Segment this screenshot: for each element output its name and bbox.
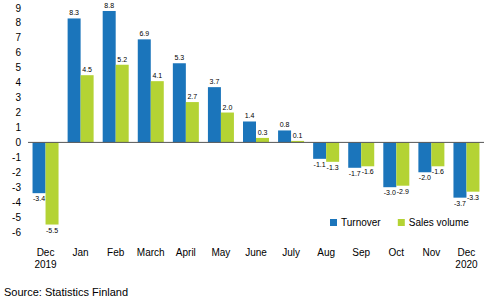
data-label: -3.4 — [33, 195, 45, 202]
bar — [396, 142, 409, 185]
bar — [278, 130, 291, 142]
zero-line — [28, 142, 484, 143]
data-label: 4.1 — [152, 72, 162, 79]
y-tick-label: 4 — [15, 77, 21, 88]
bar — [361, 142, 374, 166]
y-tick-label: -2 — [12, 167, 21, 178]
data-label: 8.3 — [69, 9, 79, 16]
bar — [81, 75, 94, 142]
y-tick-label: -1 — [12, 152, 21, 163]
data-label: -3.0 — [384, 189, 396, 196]
y-tick-label: 2 — [15, 107, 21, 118]
x-tick-label: Sep — [352, 247, 370, 258]
data-label: 0.1 — [293, 132, 303, 139]
bar — [383, 142, 396, 187]
y-tick-label: 8 — [15, 17, 21, 28]
x-tick-label: Feb — [107, 247, 125, 258]
x-tick-label: April — [176, 247, 196, 258]
bar — [46, 142, 59, 224]
data-label: 0.8 — [280, 121, 290, 128]
data-label: 5.2 — [117, 56, 127, 63]
bar — [208, 87, 221, 142]
data-label: -1.1 — [314, 161, 326, 168]
bar — [313, 142, 326, 158]
data-label: -5.5 — [46, 227, 58, 234]
bar — [186, 102, 199, 142]
x-tick-label: Aug — [317, 247, 335, 258]
y-tick-label: 1 — [15, 122, 21, 133]
bars — [33, 11, 480, 225]
bar — [221, 113, 234, 143]
y-tick-label: -3 — [12, 182, 21, 193]
bar — [243, 121, 256, 142]
bar — [173, 63, 186, 142]
data-label: 1.4 — [245, 112, 255, 119]
data-label: 3.7 — [210, 78, 220, 85]
y-tick-label: 6 — [15, 47, 21, 58]
chart: -6 -5 -4 -3 -2 -1 0 1 2 3 4 5 6 7 8 9 -3.4 8.3 8.8 6.9 5.3 3.… — [0, 0, 493, 304]
x-tick-label: Dec2020 — [455, 247, 478, 270]
source-note: Source: Statistics Finland — [4, 286, 128, 298]
x-tick-label: Jan — [73, 247, 89, 258]
data-label: -1.7 — [349, 170, 361, 177]
bar — [466, 142, 479, 191]
bar — [138, 39, 151, 142]
data-label: -3.7 — [454, 200, 466, 207]
bar — [116, 65, 129, 143]
data-label: 4.5 — [82, 66, 92, 73]
data-label: 6.9 — [139, 30, 149, 37]
y-tick-label: 0 — [15, 137, 21, 148]
bar — [68, 18, 81, 142]
bar — [326, 142, 339, 161]
y-tick-label: 3 — [15, 92, 21, 103]
y-tick-label: 7 — [15, 32, 21, 43]
x-tick-label: May — [211, 247, 230, 258]
y-tick-label: -4 — [12, 197, 21, 208]
x-tick-label: July — [282, 247, 300, 258]
bar — [33, 142, 46, 193]
legend-swatch — [398, 219, 405, 226]
bar — [348, 142, 361, 167]
data-label: -2.9 — [397, 188, 409, 195]
y-tick-label: 5 — [15, 62, 21, 73]
data-label: -2.0 — [419, 174, 431, 181]
x-tick-label: Nov — [422, 247, 440, 258]
bar — [431, 142, 444, 166]
data-label: -1.6 — [362, 168, 374, 175]
legend-swatch — [330, 219, 337, 226]
legend: Turnover Sales volume — [330, 217, 469, 228]
legend-label: Turnover — [341, 217, 381, 228]
y-tick-label: 9 — [15, 3, 21, 14]
y-tick-label: -6 — [12, 227, 21, 238]
y-tick-label: -5 — [12, 212, 21, 223]
x-tick-label: Oct — [389, 247, 405, 258]
data-label: -1.6 — [432, 168, 444, 175]
data-label: 8.8 — [104, 2, 114, 9]
data-label: -3.3 — [467, 194, 479, 201]
data-label: 5.3 — [174, 54, 184, 61]
data-label: 2.0 — [223, 104, 233, 111]
legend-label: Sales volume — [409, 217, 469, 228]
x-tick-label: June — [245, 247, 267, 258]
data-label: 2.7 — [187, 93, 197, 100]
bar — [151, 81, 164, 142]
data-label: -1.3 — [327, 164, 339, 171]
bar — [256, 138, 269, 142]
x-tick-label: Dec2019 — [34, 247, 57, 270]
x-tick-label: March — [137, 247, 165, 258]
bar — [103, 11, 116, 142]
bar — [453, 142, 466, 197]
bar — [418, 142, 431, 172]
data-label: 0.3 — [258, 129, 268, 136]
